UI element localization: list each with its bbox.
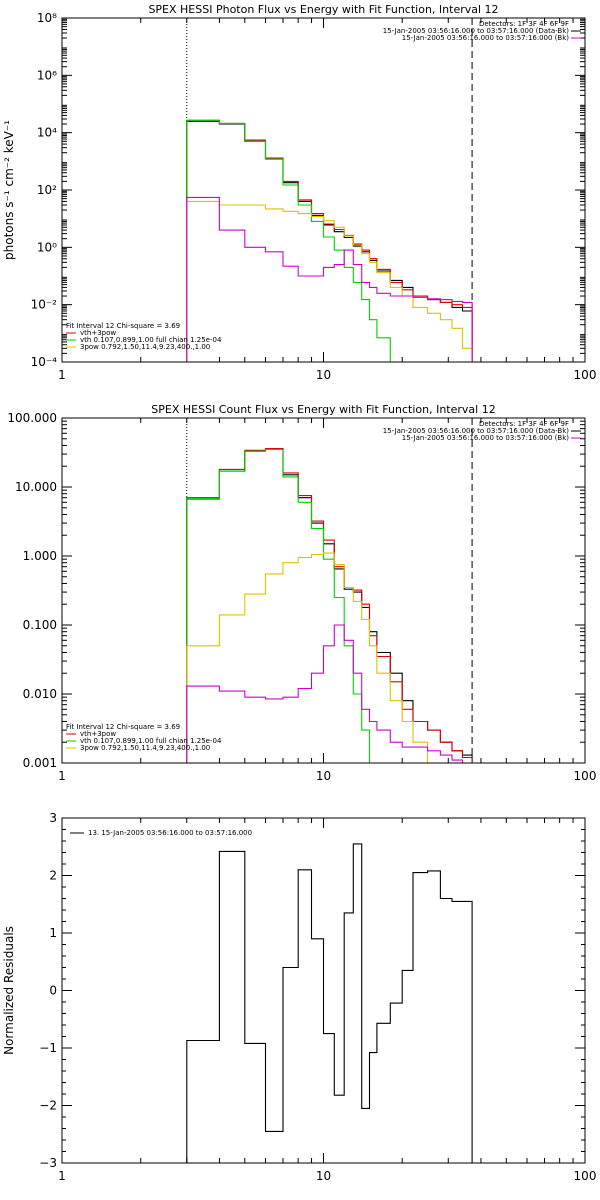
legend-right-entry: Detectors: 1F 3F 4F 6F 9F	[479, 420, 569, 428]
legend-left-entry: vth+3pow	[80, 329, 116, 337]
series-vth	[186, 448, 371, 763]
x-tick-label: 10	[316, 769, 331, 783]
x-tick-label: 100	[574, 368, 597, 382]
legend-right-entry: Detectors: 1F 3F 4F 6F 9F	[479, 20, 569, 28]
y-tick-label: 1	[49, 926, 57, 940]
series-residuals	[186, 843, 473, 1163]
y-tick-label: 10⁸	[37, 11, 57, 25]
x-tick-label: 1	[58, 769, 66, 783]
data-area	[186, 448, 473, 763]
y-tick-label: 10²	[37, 183, 57, 197]
y-axis-label: Normalized Residuals	[2, 926, 16, 1055]
x-tick-label: 100	[574, 769, 597, 783]
legend-right-entry: 15-Jan-2005 03:56:16.000 to 03:57:16.000…	[383, 27, 570, 35]
x-tick-label: 100	[574, 1169, 597, 1183]
plot-frame	[61, 417, 586, 764]
legend-left-entry: 3pow 0.792,1.50,11.4,9.23,400.,1.00	[80, 744, 210, 752]
y-tick-label: 10⁻²	[31, 298, 58, 312]
y-tick-label: 0	[49, 984, 57, 998]
y-tick-label: 2	[49, 869, 57, 883]
plot-frame	[61, 17, 586, 363]
legend-right-entry: 15-Jan-2005 03:56:16.000 to 03:57:16.000…	[402, 34, 570, 42]
series-vth-3pow	[186, 119, 473, 362]
y-tick-label: 0.001	[23, 756, 57, 770]
y-tick-label: 0.010	[23, 687, 57, 701]
legend-left-entry: 3pow 0.792,1.50,11.4,9.23,400.,1.00	[80, 343, 210, 351]
y-tick-label: 0.100	[23, 618, 57, 632]
y-tick-label: 100.000	[7, 411, 57, 425]
y-tick-label: −2	[39, 1099, 57, 1113]
x-tick-label: 1	[58, 368, 66, 382]
chart-2: SPEX HESSI Count Flux vs Energy with Fit…	[7, 403, 597, 783]
legend-left-entry: Fit Interval 12 Chi-square = 3.69	[66, 322, 180, 330]
legend-left-entry: Fit Interval 12 Chi-square = 3.69	[66, 723, 180, 731]
series-vth-3pow	[186, 448, 473, 763]
y-tick-label: −3	[39, 1156, 57, 1170]
series-3pow	[186, 200, 473, 362]
legend-left-entry: vth+3pow	[80, 730, 116, 738]
data-area	[186, 843, 473, 1163]
legend-left-entry: vth 0.107,0.899,1.00 full chian 1.25e-04	[80, 336, 222, 344]
series-vth	[186, 119, 403, 362]
y-tick-label: 10.000	[15, 480, 57, 494]
series-bk	[186, 196, 473, 362]
y-tick-label: 10⁶	[37, 68, 57, 82]
data-area	[186, 119, 473, 362]
y-tick-label: 10⁰	[37, 240, 57, 254]
x-tick-label: 10	[316, 1169, 331, 1183]
series-bk	[186, 624, 473, 763]
legend-right-entry: 15-Jan-2005 03:56:16.000 to 03:57:16.000…	[402, 434, 570, 442]
legend-right-entry: 15-Jan-2005 03:56:16.000 to 03:57:16.000…	[383, 427, 570, 435]
y-tick-label: 10⁴	[37, 126, 57, 140]
chart-3: Normalized Residuals 1 10 100 −3 −2 −1 0 1 2 3 13. …	[2, 811, 596, 1183]
plot-frame	[61, 817, 586, 1164]
y-axis-label: photons s⁻¹ cm⁻² keV⁻¹	[2, 120, 16, 260]
x-tick-label: 10	[316, 368, 331, 382]
legend-left-entry: vth 0.107,0.899,1.00 full chian 1.25e-04	[80, 737, 222, 745]
y-tick-label: 1.000	[23, 549, 57, 563]
y-tick-label: 10⁻⁴	[31, 355, 58, 369]
x-tick-label: 1	[58, 1169, 66, 1183]
chart-title: SPEX HESSI Photon Flux vs Energy with Fi…	[148, 3, 498, 16]
chart-title: SPEX HESSI Count Flux vs Energy with Fit…	[151, 403, 495, 416]
y-tick-label: 3	[49, 811, 57, 825]
legend-left-entry: 13. 15-Jan-2005 03:56:16.000 to 03:57:16…	[88, 829, 252, 837]
y-tick-label: −1	[39, 1041, 57, 1055]
chart-1: SPEX HESSI Photon Flux vs Energy with Fi…	[2, 3, 596, 382]
